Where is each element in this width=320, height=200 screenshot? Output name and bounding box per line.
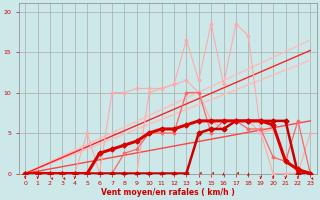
X-axis label: Vent moyen/en rafales ( km/h ): Vent moyen/en rafales ( km/h ) [101, 188, 235, 197]
